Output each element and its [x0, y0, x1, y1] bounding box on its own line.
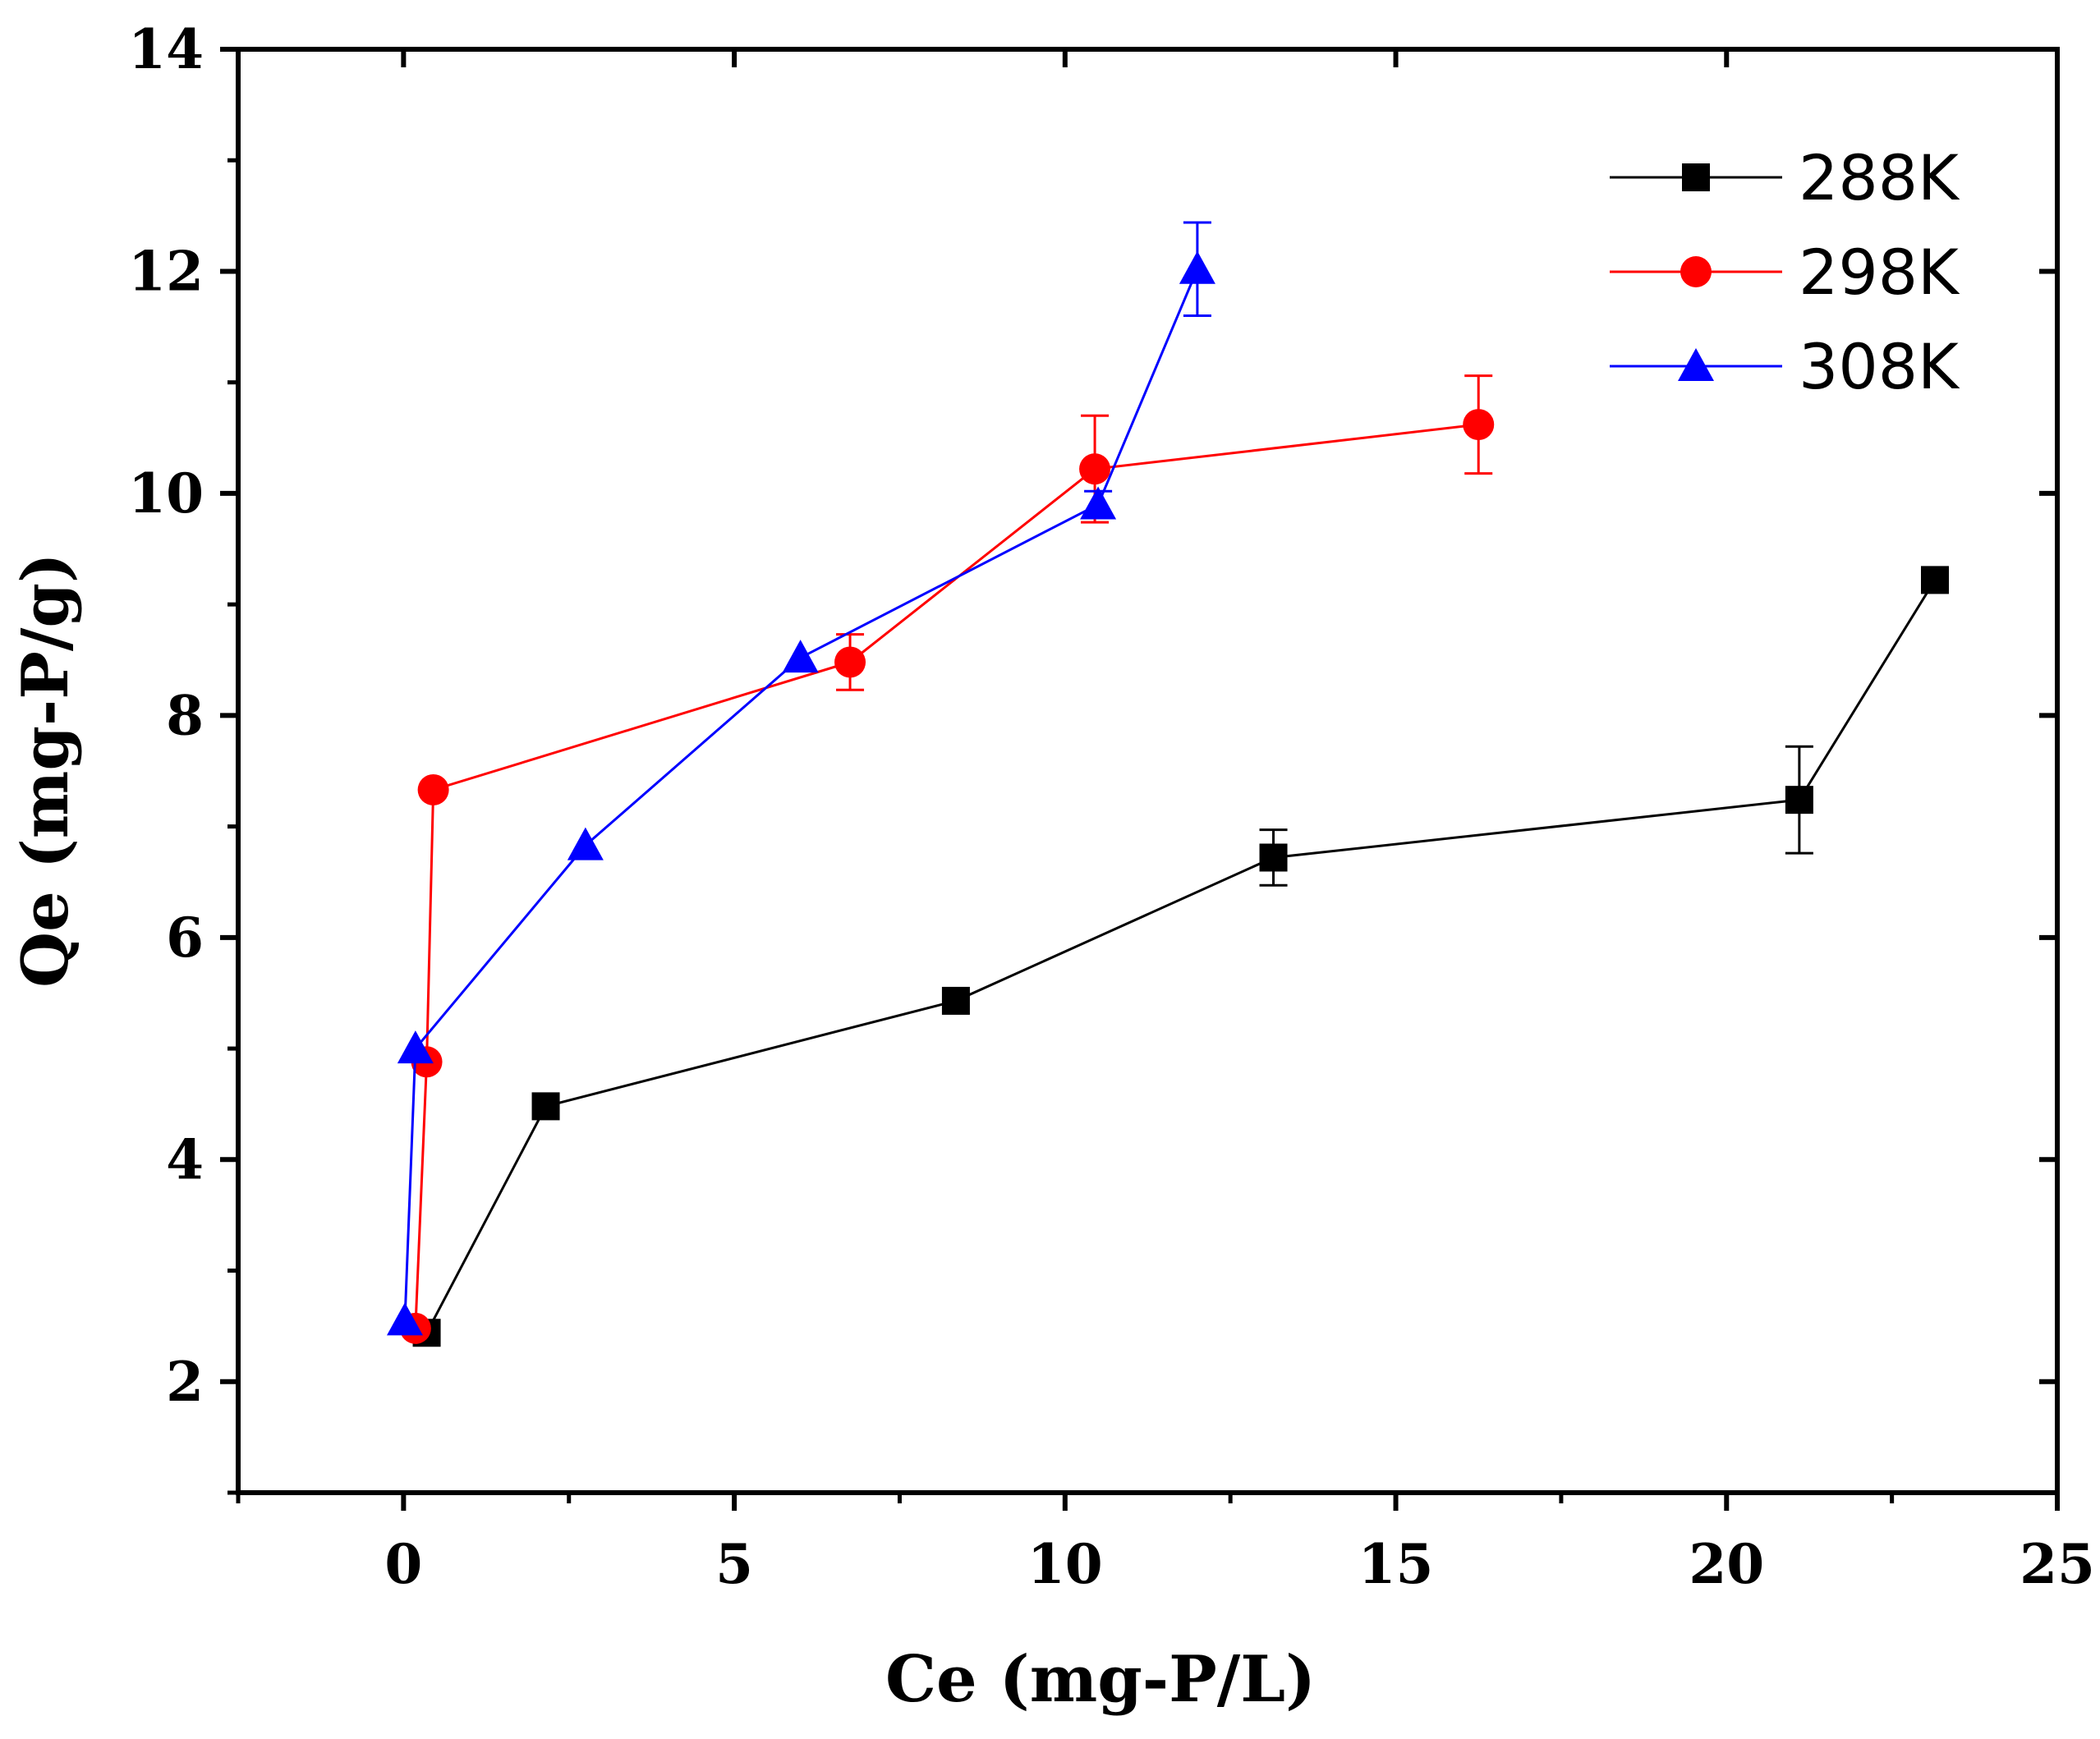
series-298k	[399, 374, 1495, 1344]
y-tick-label: 8	[166, 683, 204, 747]
legend-marker-298k	[1680, 256, 1712, 287]
data-point-308k	[567, 827, 604, 860]
data-point-308k	[397, 1030, 434, 1064]
legend-item-308k: 308K	[1610, 330, 1960, 403]
series-line-308k	[403, 268, 1199, 1321]
y-tick-label: 2	[166, 1350, 204, 1414]
data-point-298k	[1463, 409, 1495, 441]
legend-item-298k: 298K	[1610, 236, 1960, 309]
series-288k	[412, 566, 1949, 1347]
x-tick-label: 5	[715, 1532, 753, 1596]
data-point-308k	[1080, 486, 1117, 520]
x-tick-label: 0	[384, 1532, 422, 1596]
plot-frame	[236, 47, 2060, 1495]
x-axis-title: Ce (mg-P/L)	[885, 1642, 1316, 1717]
series-group	[386, 221, 1949, 1347]
legend-label-298k: 298K	[1799, 236, 1960, 309]
data-point-308k	[782, 640, 819, 673]
legend-marker-288k	[1682, 163, 1710, 191]
series-line-298k	[414, 423, 1479, 1328]
data-point-308k	[386, 1302, 423, 1336]
y-tick-label: 10	[128, 461, 204, 525]
data-point-298k	[1079, 453, 1111, 485]
data-point-288k	[1920, 566, 1949, 594]
data-point-288k	[1259, 843, 1288, 872]
data-point-288k	[941, 986, 970, 1015]
legend-marker-308k	[1678, 348, 1714, 381]
legend: 288K 298K 308K	[1610, 141, 1960, 403]
series-308k	[386, 221, 1215, 1336]
x-tick-label: 10	[1027, 1532, 1103, 1596]
legend-label-288k: 288K	[1799, 141, 1960, 214]
series-line-288k	[425, 579, 1937, 1333]
x-tick-label: 15	[1358, 1532, 1434, 1596]
data-point-288k	[1785, 786, 1813, 814]
y-axis-title: Qe (mg-P/g)	[8, 553, 83, 988]
x-tick-label: 20	[1689, 1532, 1764, 1596]
axes: 0 5 10 15 20 25 2 4 6 8 10 12 14	[128, 17, 2095, 1596]
y-tick-label: 4	[166, 1127, 204, 1191]
data-point-298k	[834, 646, 866, 678]
data-point-298k	[417, 773, 449, 805]
legend-item-288k: 288K	[1610, 141, 1960, 214]
y-tick-label: 12	[128, 239, 204, 303]
legend-label-308k: 308K	[1799, 330, 1960, 403]
y-tick-label: 6	[166, 906, 204, 970]
data-point-308k	[1179, 250, 1215, 284]
data-point-288k	[531, 1092, 560, 1121]
x-tick-label: 25	[2020, 1532, 2095, 1596]
y-tick-label: 14	[128, 17, 204, 81]
